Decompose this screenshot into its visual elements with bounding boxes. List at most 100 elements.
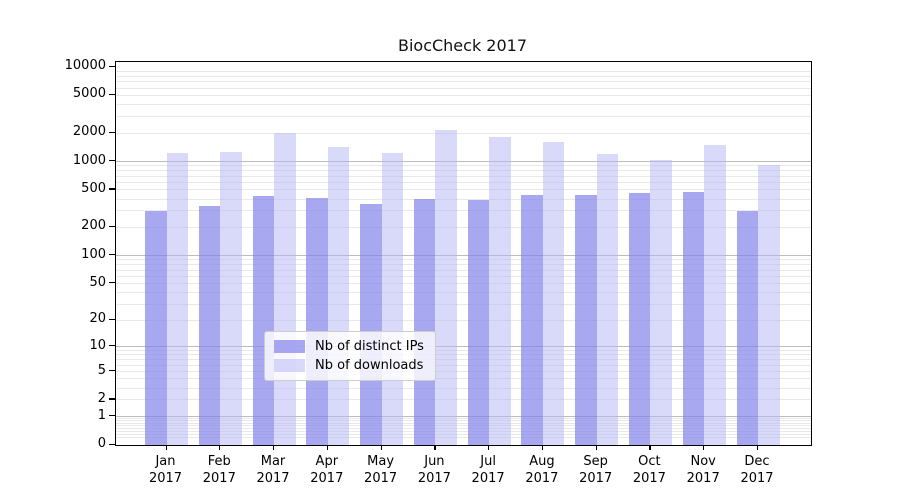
bar-downloads-jul xyxy=(489,136,511,445)
y-tick-mark xyxy=(109,318,115,320)
gridline-minor xyxy=(116,437,811,438)
bar-downloads-jun xyxy=(435,129,457,445)
legend: Nb of distinct IPs Nb of downloads xyxy=(264,331,436,381)
gridline-minor xyxy=(116,350,811,351)
x-tick-label-jun: Jun 2017 xyxy=(417,454,451,486)
y-tick-mark xyxy=(109,160,115,162)
bar-distinct-ips-dec xyxy=(736,210,758,445)
y-tick-label-20: 20 xyxy=(89,311,106,327)
x-tick-label-jul: Jul 2017 xyxy=(471,454,505,486)
bar-distinct-ips-sep xyxy=(575,194,597,445)
bar-distinct-ips-jul xyxy=(467,199,490,445)
x-tick-mark xyxy=(165,445,167,451)
y-tick-mark xyxy=(109,225,115,227)
y-tick-mark xyxy=(109,93,115,96)
bar-distinct-ips-may xyxy=(360,203,382,445)
gridline-minor xyxy=(116,269,811,271)
x-tick-label-dec: Dec 2017 xyxy=(740,454,774,486)
legend-item-distinct-ips: Nb of distinct IPs xyxy=(274,337,426,356)
bar-downloads-may xyxy=(381,153,404,445)
x-tick-mark xyxy=(595,445,597,451)
bar-downloads-mar xyxy=(274,133,296,445)
bar-distinct-ips-aug xyxy=(521,195,543,445)
x-tick-label-nov: Nov 2017 xyxy=(686,454,720,486)
y-tick-mark xyxy=(109,131,115,133)
x-tick-label-may: May 2017 xyxy=(364,454,398,486)
y-tick-mark xyxy=(109,443,115,445)
gridline-minor xyxy=(116,283,811,285)
bar-distinct-ips-feb xyxy=(198,206,221,445)
gridline-major xyxy=(116,346,811,348)
y-tick-label-1: 1 xyxy=(97,407,106,423)
y-tick-mark xyxy=(109,370,115,372)
x-tick-mark xyxy=(326,445,328,451)
gridline-minor xyxy=(116,275,811,277)
y-tick-mark xyxy=(109,415,115,417)
x-tick-label-oct: Oct 2017 xyxy=(632,454,666,486)
gridline-minor xyxy=(116,94,811,96)
gridline-minor xyxy=(116,425,811,427)
gridline-minor xyxy=(116,420,811,422)
chart-title: BiocCheck 2017 xyxy=(397,36,528,55)
gridline-minor xyxy=(116,359,811,361)
y-tick-mark xyxy=(109,398,115,400)
gridline-minor xyxy=(116,378,811,380)
y-tick-label-2: 2 xyxy=(97,390,106,406)
gridline-minor xyxy=(116,371,811,372)
gridline-minor xyxy=(116,264,811,266)
bar-downloads-dec xyxy=(758,164,780,445)
y-tick-mark xyxy=(109,188,115,190)
gridline-minor xyxy=(116,226,811,228)
bar-downloads-jan xyxy=(166,153,188,445)
legend-label-downloads: Nb of downloads xyxy=(315,358,424,373)
bar-downloads-aug xyxy=(542,141,565,445)
gridline-minor xyxy=(116,210,811,212)
gridline-minor xyxy=(116,430,811,432)
y-tick-label-10000: 10000 xyxy=(64,58,106,73)
gridline-minor xyxy=(116,303,811,305)
x-tick-mark xyxy=(649,445,651,451)
x-tick-mark xyxy=(703,445,705,451)
y-tick-label-200: 200 xyxy=(81,218,106,234)
y-tick-mark xyxy=(109,65,115,67)
gridline-minor xyxy=(116,189,811,191)
x-tick-mark xyxy=(219,445,221,451)
gridline-minor xyxy=(116,81,811,83)
bar-distinct-ips-jan xyxy=(145,210,167,445)
bar-downloads-nov xyxy=(704,145,726,445)
y-tick-label-10: 10 xyxy=(89,337,106,353)
x-tick-mark xyxy=(757,445,759,451)
y-tick-label-100: 100 xyxy=(81,246,106,262)
y-tick-mark xyxy=(109,282,115,284)
legend-swatch-distinct-ips xyxy=(274,340,305,353)
gridline-minor xyxy=(116,292,811,294)
bar-distinct-ips-oct xyxy=(628,193,651,445)
y-tick-label-1000: 1000 xyxy=(72,152,106,168)
bar-distinct-ips-jun xyxy=(413,199,436,445)
bar-downloads-apr xyxy=(327,147,350,445)
gridline-minor xyxy=(116,259,811,261)
gridline-major xyxy=(116,416,811,418)
gridline-minor xyxy=(116,70,811,72)
x-tick-mark xyxy=(541,445,544,451)
gridline-minor xyxy=(116,399,811,401)
gridline-minor xyxy=(116,181,811,183)
x-tick-label-apr: Apr 2017 xyxy=(310,454,344,486)
gridline-minor xyxy=(116,354,811,356)
gridline-minor xyxy=(116,427,811,429)
gridline-minor xyxy=(116,387,811,389)
y-tick-mark xyxy=(109,345,115,347)
x-tick-label-jan: Jan 2017 xyxy=(148,454,183,486)
gridline-minor xyxy=(116,115,811,117)
x-tick-label-feb: Feb 2017 xyxy=(202,454,236,486)
legend-swatch-downloads xyxy=(274,359,305,372)
bar-distinct-ips-apr xyxy=(306,197,328,445)
gridline-minor xyxy=(116,75,811,77)
gridline-major xyxy=(116,255,811,257)
gridline-minor xyxy=(116,175,811,177)
x-tick-label-aug: Aug 2017 xyxy=(525,454,559,486)
bar-downloads-sep xyxy=(596,154,619,445)
gridline-minor xyxy=(116,422,811,424)
x-tick-mark xyxy=(434,445,436,451)
x-tick-label-mar: Mar 2017 xyxy=(256,454,290,486)
